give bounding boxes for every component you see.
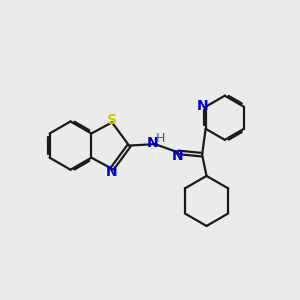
Text: H: H	[156, 132, 165, 145]
Text: N: N	[172, 149, 183, 163]
Text: N: N	[106, 165, 118, 179]
Text: N: N	[196, 98, 208, 112]
Text: N: N	[147, 136, 158, 150]
Text: S: S	[107, 113, 117, 127]
